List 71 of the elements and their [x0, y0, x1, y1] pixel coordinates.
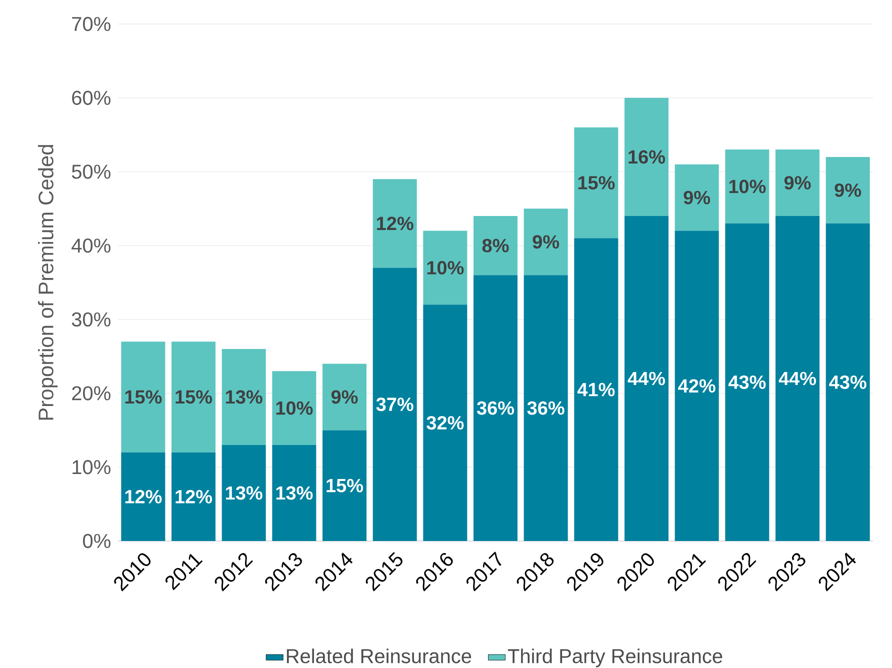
bar — [674, 164, 719, 231]
data-label: 13% — [226, 486, 262, 500]
bar — [423, 230, 468, 305]
data-label: 9% — [684, 190, 710, 204]
data-label: 44% — [628, 372, 666, 386]
data-label: 44% — [778, 372, 816, 386]
y-tick-label: 10% — [72, 460, 110, 474]
y-tick-label: 40% — [72, 238, 110, 253]
bar — [474, 216, 518, 276]
bar — [524, 208, 568, 276]
bar — [474, 275, 518, 541]
bar — [725, 150, 770, 224]
bar — [172, 342, 216, 452]
legend-label: Third Party Reinsurance — [508, 648, 722, 668]
bar — [574, 238, 618, 541]
bar — [372, 268, 417, 541]
y-tick-label: 50% — [72, 164, 110, 179]
bar — [776, 216, 820, 541]
data-label: 9% — [834, 183, 862, 197]
bar — [222, 444, 266, 541]
bar — [674, 230, 719, 541]
bar — [574, 127, 618, 238]
bar — [372, 179, 417, 268]
data-label: 10% — [276, 401, 313, 415]
bar — [121, 342, 166, 452]
data-label: 41% — [577, 382, 615, 396]
data-label: 8% — [482, 238, 509, 252]
data-label: 10% — [427, 261, 464, 274]
data-label: 9% — [331, 390, 358, 404]
y-tick-label: 0% — [83, 534, 110, 548]
data-label: 32% — [426, 416, 464, 430]
bar — [524, 275, 568, 541]
data-label: 13% — [226, 390, 262, 404]
bar — [423, 304, 468, 541]
y-axis-title: Proportion of Premium Ceded — [38, 145, 58, 420]
bar — [826, 223, 870, 541]
bar — [776, 150, 820, 216]
data-label: 13% — [276, 486, 313, 500]
bar — [322, 364, 367, 430]
data-label: 43% — [829, 375, 866, 389]
data-label: 36% — [476, 401, 514, 415]
bar — [725, 223, 770, 541]
data-label: 15% — [578, 176, 615, 190]
bar — [222, 348, 266, 445]
bar — [322, 430, 367, 541]
data-label: 15% — [125, 390, 162, 404]
bar — [624, 98, 669, 216]
data-label: 15% — [326, 478, 364, 492]
data-label: 12% — [176, 490, 212, 504]
y-tick-label: 30% — [72, 312, 110, 327]
data-label: 12% — [125, 490, 162, 504]
y-tick-label: 60% — [72, 90, 110, 105]
data-label: 16% — [628, 150, 666, 164]
bar — [624, 216, 669, 541]
y-tick-label: 20% — [72, 386, 110, 400]
bar — [272, 444, 316, 541]
bar — [121, 452, 166, 541]
data-label: 36% — [527, 401, 564, 415]
data-label: 12% — [377, 216, 414, 230]
bar — [826, 156, 870, 224]
data-label: 15% — [176, 390, 212, 404]
data-label: 37% — [376, 398, 414, 412]
legend-label: Related Reinsurance — [286, 648, 472, 664]
data-label: 9% — [532, 235, 560, 249]
data-label: 9% — [784, 176, 811, 190]
y-tick-label: 70% — [72, 16, 110, 32]
data-label: 10% — [729, 180, 766, 194]
data-label: 43% — [728, 375, 766, 389]
bar — [272, 371, 316, 445]
bar — [172, 452, 216, 541]
data-label: 42% — [678, 379, 716, 393]
